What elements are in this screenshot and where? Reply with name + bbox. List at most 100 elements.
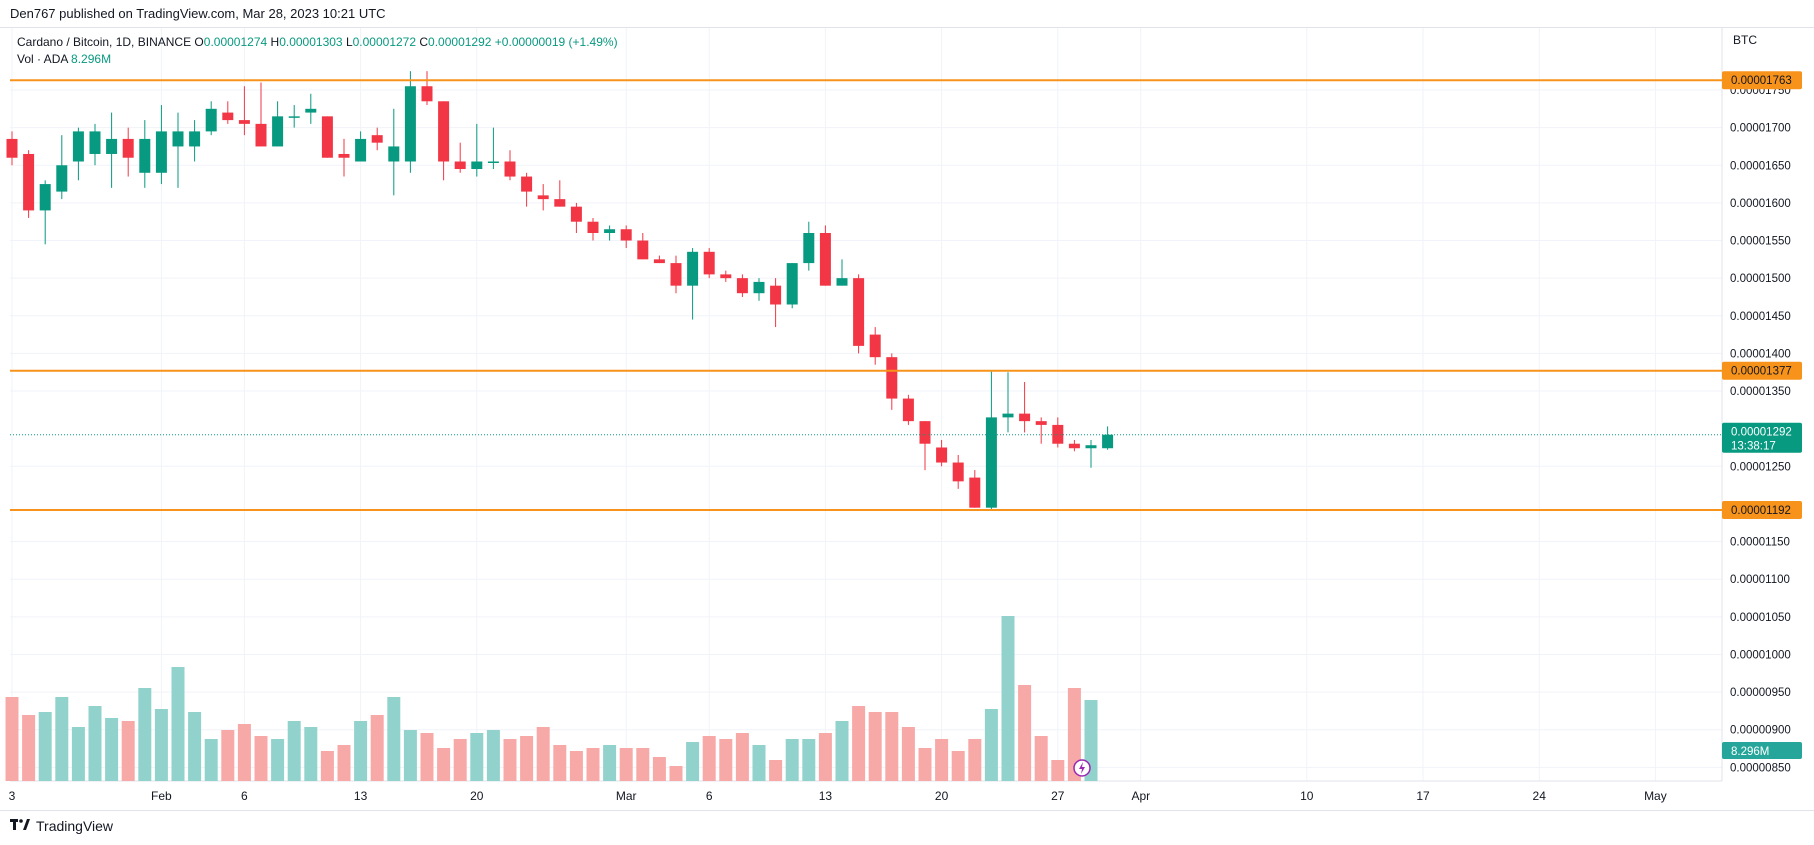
candle-body	[554, 199, 566, 207]
candle	[587, 217, 599, 241]
candle-body	[122, 138, 134, 158]
candle-body	[720, 274, 732, 279]
candle-body	[288, 116, 300, 118]
candle	[172, 112, 184, 188]
volume-bar	[968, 739, 982, 781]
volume-bar	[22, 715, 36, 781]
candle	[321, 116, 333, 158]
volume-bar	[387, 697, 401, 781]
symbol-title[interactable]: Cardano / Bitcoin, 1D, BINANCE	[17, 35, 192, 49]
price-tick-label: 0.00000950	[1730, 687, 1791, 699]
volume-bar	[636, 748, 650, 781]
time-tick-label: 17	[1416, 789, 1430, 803]
candle-body	[836, 278, 848, 286]
close-value: 0.00001292	[428, 35, 492, 49]
candle-body	[952, 462, 964, 482]
time-tick-label: 24	[1533, 789, 1547, 803]
volume-bar	[769, 760, 783, 781]
volume-bar	[354, 721, 368, 781]
close-label: C	[419, 35, 429, 49]
volume-series	[5, 616, 1098, 781]
candle	[255, 82, 267, 147]
volume-bar	[503, 739, 517, 781]
change-value: +0.00000019 (+1.49%)	[494, 35, 618, 49]
candle	[1085, 439, 1097, 468]
candle	[653, 255, 665, 264]
candle	[952, 455, 964, 489]
candle-series	[6, 71, 1114, 510]
volume-line: Vol · ADA 8.296M	[17, 51, 618, 68]
candle-body	[404, 86, 416, 162]
candle-body	[985, 417, 997, 508]
volume-bar	[470, 733, 484, 781]
candle-body	[255, 123, 267, 147]
volume-bar	[520, 736, 534, 781]
volume-bar	[686, 742, 700, 781]
price-tick-label: 0.00001700	[1730, 123, 1791, 135]
candle	[919, 421, 931, 471]
volume-bar	[437, 748, 451, 781]
candle	[620, 225, 632, 249]
candle-body	[819, 232, 831, 286]
candle	[1002, 372, 1014, 433]
candle	[122, 127, 134, 177]
candle-body	[770, 285, 782, 305]
volume-bar	[951, 751, 965, 781]
lightning-icon[interactable]	[1073, 759, 1091, 777]
volume-badge	[1722, 742, 1802, 759]
candle	[803, 221, 815, 271]
candle-body	[172, 131, 184, 147]
candle	[471, 123, 483, 177]
time-tick-label: Apr	[1131, 789, 1150, 803]
price-tick-label: 0.00000900	[1730, 725, 1791, 737]
volume-bar	[619, 748, 633, 781]
volume-bar	[486, 730, 500, 781]
level-price-label: 0.00001192	[1731, 505, 1791, 517]
price-tick-label: 0.00001250	[1730, 461, 1791, 473]
low-label: L	[345, 35, 353, 49]
candle-body	[902, 398, 914, 422]
volume-bar	[1001, 616, 1015, 781]
candle-body	[139, 138, 151, 173]
volume-bar	[204, 739, 218, 781]
candle-body	[23, 153, 35, 211]
candle	[222, 101, 234, 124]
candle	[404, 71, 416, 173]
volume-bar	[154, 709, 168, 781]
footer-brand[interactable]: TradingView	[36, 818, 114, 834]
candle-body	[355, 138, 367, 162]
price-tick-label: 0.00001350	[1730, 386, 1791, 398]
last-price-label: 0.00001292	[1731, 427, 1792, 439]
candle-body	[321, 116, 333, 158]
tradingview-logo-icon[interactable]	[10, 818, 30, 834]
volume-bar	[88, 706, 102, 781]
high-value: 0.00001303	[279, 35, 343, 49]
volume-label[interactable]: Vol · ADA	[17, 52, 68, 66]
candle	[687, 248, 699, 320]
time-tick-label: 3	[9, 789, 16, 803]
volume-bar	[785, 739, 799, 781]
candle-body	[222, 112, 234, 121]
volume-badge-label: 8.296M	[1731, 746, 1769, 758]
volume-bar	[1051, 760, 1065, 781]
volume-bar	[553, 745, 567, 781]
volume-bar	[885, 712, 899, 781]
volume-bar	[138, 688, 152, 781]
price-tick-label: 0.00001150	[1730, 537, 1790, 549]
volume-bar	[5, 697, 19, 781]
volume-bar	[121, 721, 135, 781]
price-tick-label: 0.00001050	[1730, 612, 1791, 624]
candle	[487, 127, 499, 170]
candle	[438, 101, 450, 181]
grid-lines	[10, 28, 1722, 781]
candle	[886, 353, 898, 410]
time-tick-label: 20	[470, 789, 484, 803]
candle	[670, 255, 682, 294]
volume-bar	[818, 733, 832, 781]
candle-body	[521, 176, 533, 192]
candle-body	[6, 138, 18, 158]
candle	[56, 135, 68, 200]
candle	[23, 150, 35, 218]
candle	[869, 327, 881, 365]
